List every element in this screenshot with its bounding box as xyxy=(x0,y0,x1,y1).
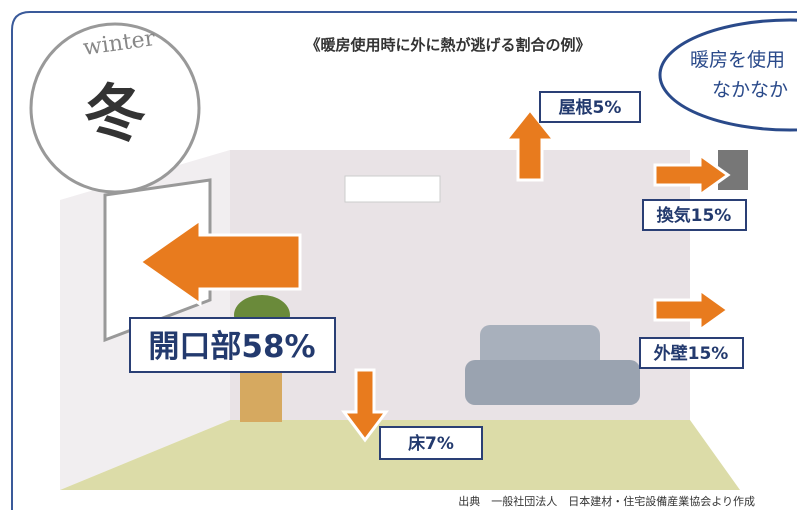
speech-bubble xyxy=(660,20,797,130)
plant-pot xyxy=(240,372,282,422)
sofa-seat xyxy=(465,360,640,405)
air-conditioner xyxy=(345,176,440,202)
label-floor: 床7% xyxy=(408,433,454,454)
season-jp: 冬 xyxy=(84,77,146,150)
bubble-text: 暖房を使用 xyxy=(690,49,785,71)
label-outer-wall: 外壁15% xyxy=(654,343,729,364)
title: 《暖房使用時に外に熱が逃げる割合の例》 xyxy=(305,36,590,54)
label-roof: 屋根5% xyxy=(559,97,622,118)
source: 出典 一般社団法人 日本建材・住宅設備産業協会より作成 xyxy=(458,494,755,508)
label-openings: 開口部58% xyxy=(148,329,315,365)
label-ventilation: 換気15% xyxy=(657,205,732,226)
bubble-text: なかなか xyxy=(712,79,788,101)
infographic: winter 冬 《暖房使用時に外に熱が逃げる割合の例》 暖房を使用 なかなか … xyxy=(0,0,797,524)
